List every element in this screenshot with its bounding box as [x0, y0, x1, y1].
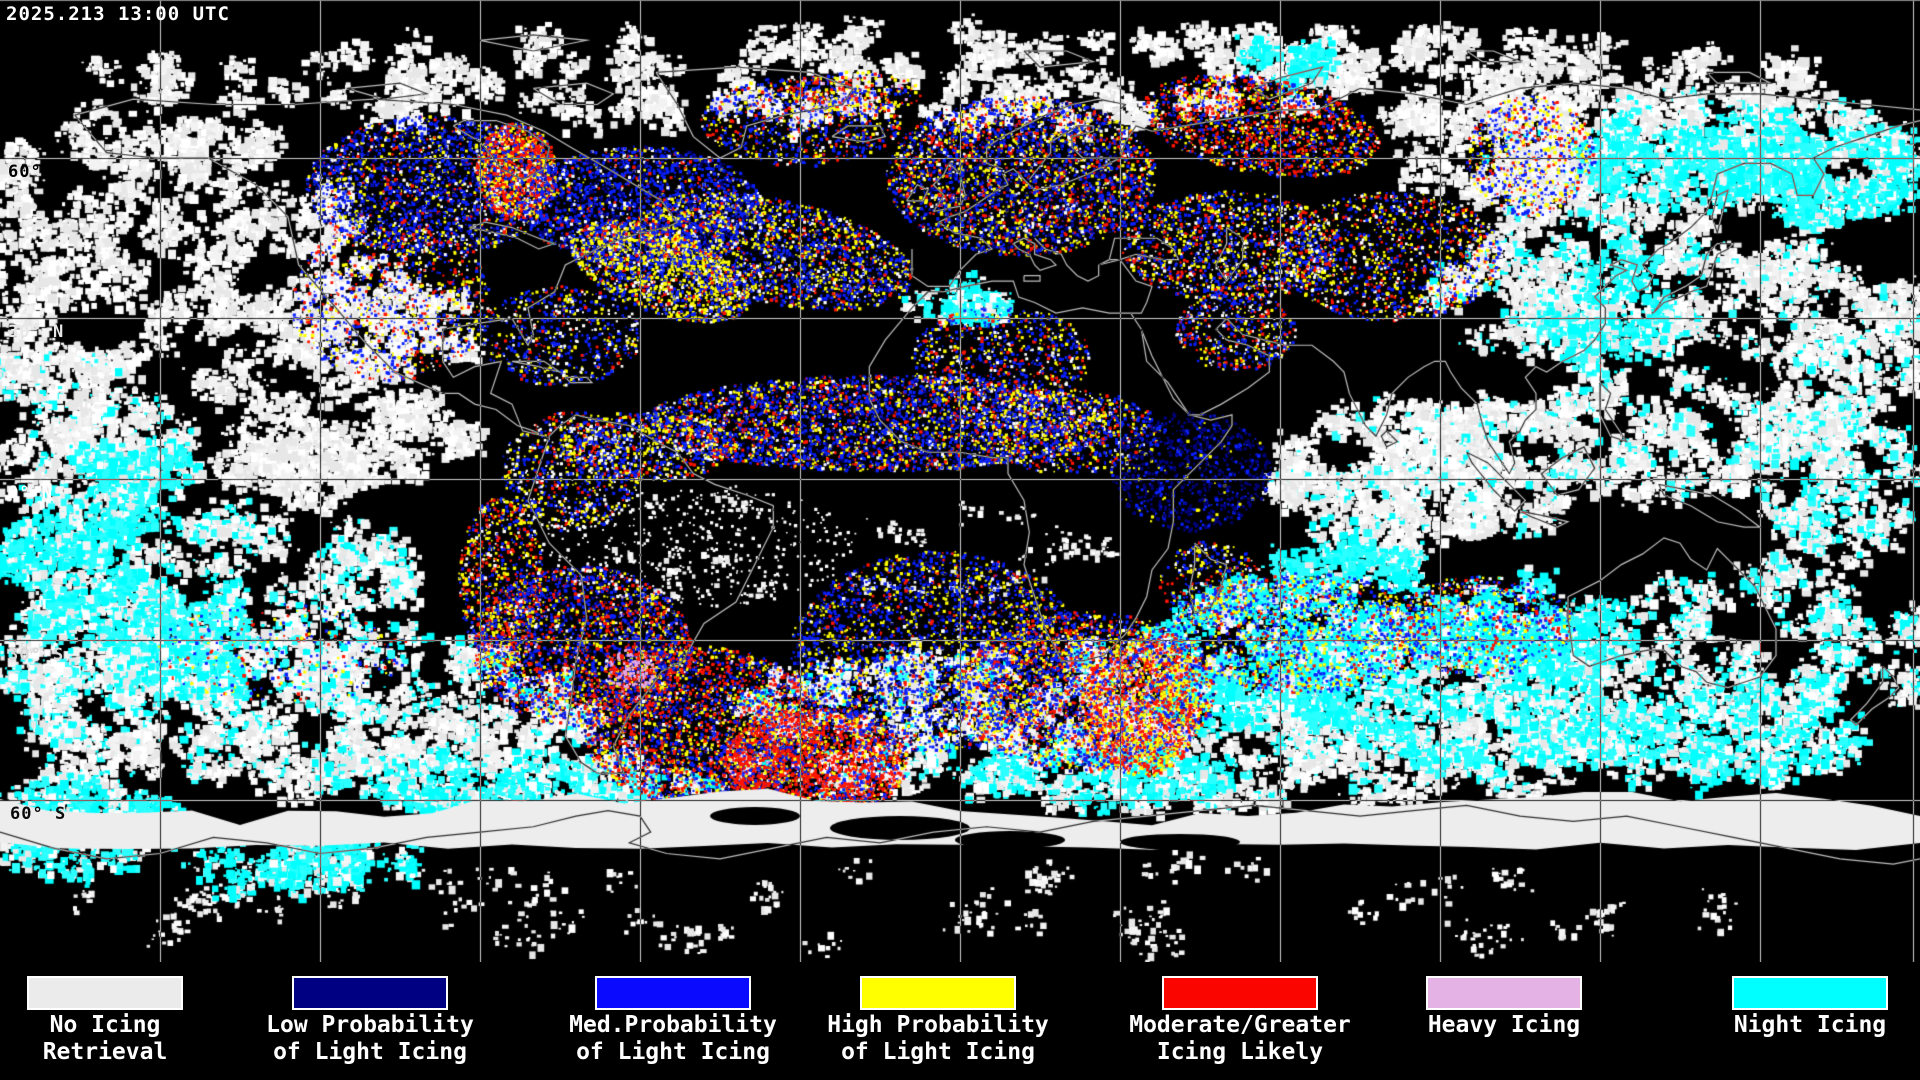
- med-probability-swatch: [595, 976, 751, 1010]
- lat-label-60n: 60° N: [8, 162, 65, 182]
- lat-label-0n: 0° N: [8, 483, 53, 503]
- low-probability-swatch: [292, 976, 448, 1010]
- legend-item-high-probability: High Probability of Light Icing: [827, 962, 1049, 1080]
- no-icing-swatch: [27, 976, 183, 1010]
- legend-label: Night Icing: [1733, 1012, 1887, 1038]
- legend-item-night-icing: Night Icing: [1732, 962, 1888, 1080]
- legend-item-no-icing-retrieval: No Icing Retrieval: [27, 962, 183, 1080]
- lat-label-30s: 30° S: [8, 645, 65, 665]
- heavy-icing-swatch: [1426, 976, 1582, 1010]
- legend-label: Heavy Icing: [1427, 1012, 1581, 1038]
- night-icing-swatch: [1732, 976, 1888, 1010]
- lat-label-30n: 30° N: [8, 322, 65, 342]
- timestamp-label: 2025.213 13:00 UTC: [6, 3, 230, 25]
- legend-item-heavy-icing: Heavy Icing: [1426, 962, 1582, 1080]
- world-icing-map-canvas: [0, 0, 1920, 962]
- legend-label: Med.Probability of Light Icing: [569, 1012, 777, 1065]
- legend-item-low-probability: Low Probability of Light Icing: [266, 962, 474, 1080]
- legend-label: Low Probability of Light Icing: [266, 1012, 474, 1065]
- legend-item-med-probability: Med.Probability of Light Icing: [569, 962, 777, 1080]
- legend-label: No Icing Retrieval: [42, 1012, 168, 1065]
- legend-item-moderate-greater: Moderate/Greater Icing Likely: [1129, 962, 1351, 1080]
- lat-label-60s: 60° S: [10, 804, 67, 824]
- high-probability-swatch: [860, 976, 1016, 1010]
- legend-label: High Probability of Light Icing: [827, 1012, 1049, 1065]
- legend-label: Moderate/Greater Icing Likely: [1129, 1012, 1351, 1065]
- moderate-greater-swatch: [1162, 976, 1318, 1010]
- legend-bar: No Icing Retrieval Low Probability of Ligh…: [0, 962, 1920, 1080]
